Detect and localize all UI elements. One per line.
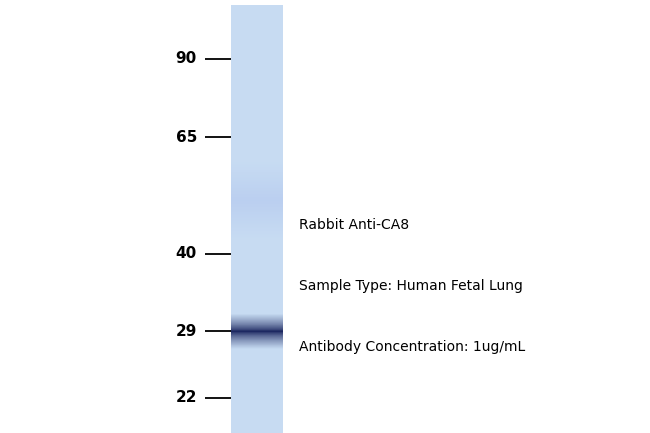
Text: Antibody Concentration: 1ug/mL: Antibody Concentration: 1ug/mL <box>299 340 525 354</box>
Text: 29: 29 <box>176 324 197 339</box>
Text: Rabbit Anti-CA8: Rabbit Anti-CA8 <box>299 218 409 232</box>
Text: 22: 22 <box>176 390 197 405</box>
Text: 65: 65 <box>176 130 197 145</box>
Text: 40: 40 <box>176 246 197 262</box>
Text: Sample Type: Human Fetal Lung: Sample Type: Human Fetal Lung <box>299 279 523 293</box>
Text: 90: 90 <box>176 52 197 66</box>
